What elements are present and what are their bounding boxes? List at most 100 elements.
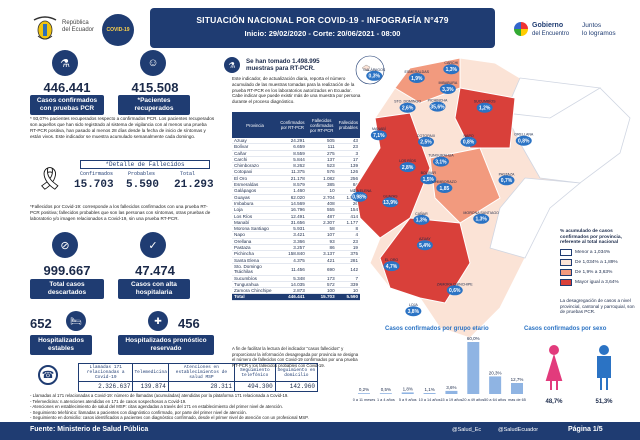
age-bar-value-label: 60,0% — [467, 336, 480, 341]
recovered-value: 415.508 — [131, 80, 179, 95]
confirmed-cell: 11.375 — [278, 168, 307, 176]
map-note: La desagregación de casos a nivel provin… — [560, 298, 635, 315]
pcr-intro: Este indicador, de actualización diaria,… — [232, 76, 361, 105]
deaths-detail: 🎗 *Detalle de Fallecidos Confirmados Pro… — [30, 160, 220, 200]
deaths-header-confirmed: Confirmados — [80, 171, 114, 177]
province-pct-label: 1,3% — [446, 67, 458, 73]
twitter-link[interactable]: @Salud_Ec — [452, 427, 482, 433]
services-header-telemed: Telemedicina — [132, 363, 169, 382]
province-pct-badge — [416, 240, 433, 251]
table-row: Cañar 8.559 275 3 — [232, 150, 360, 157]
age-bar — [358, 393, 370, 394]
legend-swatch — [560, 278, 572, 286]
title-band: SITUACIÓN NACIONAL POR COVID-19 - INFOGR… — [150, 8, 495, 48]
discarded-icon: ⊘ — [52, 232, 78, 258]
age-bar — [379, 393, 392, 394]
gobierno-slogan: Juntos lo logramos — [582, 22, 616, 37]
province-pct-badge — [446, 285, 463, 296]
services-header-attentions: Atenciones en establecimientos de salud … — [167, 363, 235, 382]
province-cell: Pichincha — [232, 250, 278, 258]
facebook-link[interactable]: @SaludEcuador — [498, 427, 539, 433]
province-cell: Esmeraldas — [232, 181, 278, 189]
province-pct-label: 1,2% — [479, 106, 491, 112]
female-icon-head — [549, 345, 559, 355]
province-cell: Imbabura — [232, 200, 278, 208]
confirmed-cell: 158.840 — [278, 250, 307, 258]
province-pct-badge — [382, 197, 399, 208]
deaths-probable-cell: 23 — [336, 238, 360, 246]
province-pct-badge — [498, 175, 515, 186]
province-cell: Carchi — [232, 156, 278, 164]
deaths-probable-cell: 339 — [336, 281, 360, 289]
table-row: Sto. Domingo Tsáchilas 11.456 690 142 — [232, 263, 360, 276]
deaths-probable-cell: 375 — [336, 250, 360, 258]
table-row: Chimborazo 8.262 523 139 — [232, 162, 360, 170]
province-cell: Zamora Chinchipe — [232, 287, 278, 295]
province-pct-label: 7,1% — [373, 133, 385, 139]
hospital-discharge-icon: ✓ — [140, 232, 166, 258]
recovered-note: * 93,07% pacientes recuperados respecto … — [30, 116, 215, 139]
deaths-confirmed-cell: 690 — [306, 263, 337, 276]
deaths-title: *Detalle de Fallecidos — [80, 160, 210, 169]
province-cell: Loja — [232, 206, 278, 214]
province-name-label: CARCHI — [444, 61, 458, 65]
province-name-label: TUNGURAHUA — [428, 154, 454, 158]
table-row: Carchi 5.844 137 17 — [232, 156, 360, 164]
confirmed-cell: 8.559 — [278, 150, 307, 157]
province-pct-label: 0,98% — [352, 195, 367, 201]
table-row: Bolívar 6.659 111 23 — [232, 143, 360, 151]
confirmed-cell: 31.656 — [278, 219, 307, 227]
province-pct-badge — [436, 183, 453, 193]
age-bar-value-label: 1,1% — [424, 387, 434, 392]
province-pct-label: 4,7% — [386, 264, 398, 270]
confirmed-cell: 12.491 — [278, 213, 307, 220]
services-value-calls: 2.326.637 — [77, 381, 134, 392]
province-cell: Tungurahua — [232, 281, 278, 289]
province-pct-label: 2,6% — [402, 106, 414, 112]
confirmed-cell: 21.178 — [278, 175, 307, 183]
services-notes: - Llamadas al 171 relacionadas a Covid-1… — [30, 393, 309, 421]
deaths-note: *Fallecidos por Covid-19: corresponde a … — [30, 204, 211, 221]
country-name: República del Ecuador — [62, 20, 95, 33]
services-table: Llamadas 171 relacionadas a Covid-19 Tel… — [77, 363, 319, 392]
legend-item: De 1,9% a 3,63% — [560, 268, 638, 276]
province-pichincha-region — [454, 87, 516, 149]
province-cell: Santa Elena — [232, 257, 278, 264]
confirmed-cell: 24.291 — [278, 138, 307, 145]
hospital-bed-icon: 🛏 — [66, 311, 86, 331]
deaths-confirmed-cell: 2.704 — [306, 194, 337, 201]
province-name-label: GUAYAS — [383, 194, 398, 198]
province-pct-badge — [408, 73, 425, 83]
covid-logo: COVID-19 — [102, 14, 134, 46]
province-pct-label: 5,4% — [419, 243, 431, 249]
table-row: Napo 3.421 107 4 — [232, 231, 360, 239]
age-group-chart: 0,2% 0 a 11 meses 0,5% 1 a 4 años 1,8% 5 a 9 … — [353, 336, 526, 402]
province-table-footnote: A fin de facilitar la lectura del indica… — [232, 346, 359, 368]
confirmed-cell: 14.035 — [278, 281, 307, 289]
age-bar-value-label: 3,6% — [446, 385, 456, 390]
deaths-probable-cell: 26 — [336, 200, 360, 208]
age-category-label: 15 a 19 años — [440, 398, 462, 402]
deaths-confirmed-cell: 275 — [306, 150, 337, 157]
province-pct-badge — [476, 102, 493, 113]
age-bar — [401, 392, 414, 394]
confirmed-cell: 5.931 — [278, 225, 307, 233]
discarded-value: 999.667 — [43, 263, 91, 278]
total-row: Total 446.441 15.703 5.590 — [232, 293, 360, 301]
page-number: Página 1/5 — [568, 426, 603, 433]
province-name-label: ORELLANA — [514, 133, 534, 137]
deaths-probable-cell: 43 — [336, 138, 360, 145]
confirmed-label: Casos confirmados con pruebas PCR — [30, 95, 104, 115]
province-name-label: PASTAZA — [499, 172, 515, 176]
table-row: Morona Santiago 5.931 58 8 — [232, 225, 360, 233]
confirmed-cell: 11.456 — [278, 263, 307, 276]
province-name-label: SUCUMBÍOS — [474, 100, 496, 104]
province-pct-badge — [429, 101, 446, 112]
age-category-label: 10 a 14 años — [419, 398, 441, 402]
legend-item: De 1,034% a 1,89% — [560, 258, 638, 266]
age-category-label: 5 a 9 años — [399, 398, 417, 402]
province-manabi-guayas-region — [354, 112, 431, 239]
deaths-probable-cell: 23 — [336, 143, 360, 151]
age-category-label: mas de 65 — [508, 398, 526, 402]
